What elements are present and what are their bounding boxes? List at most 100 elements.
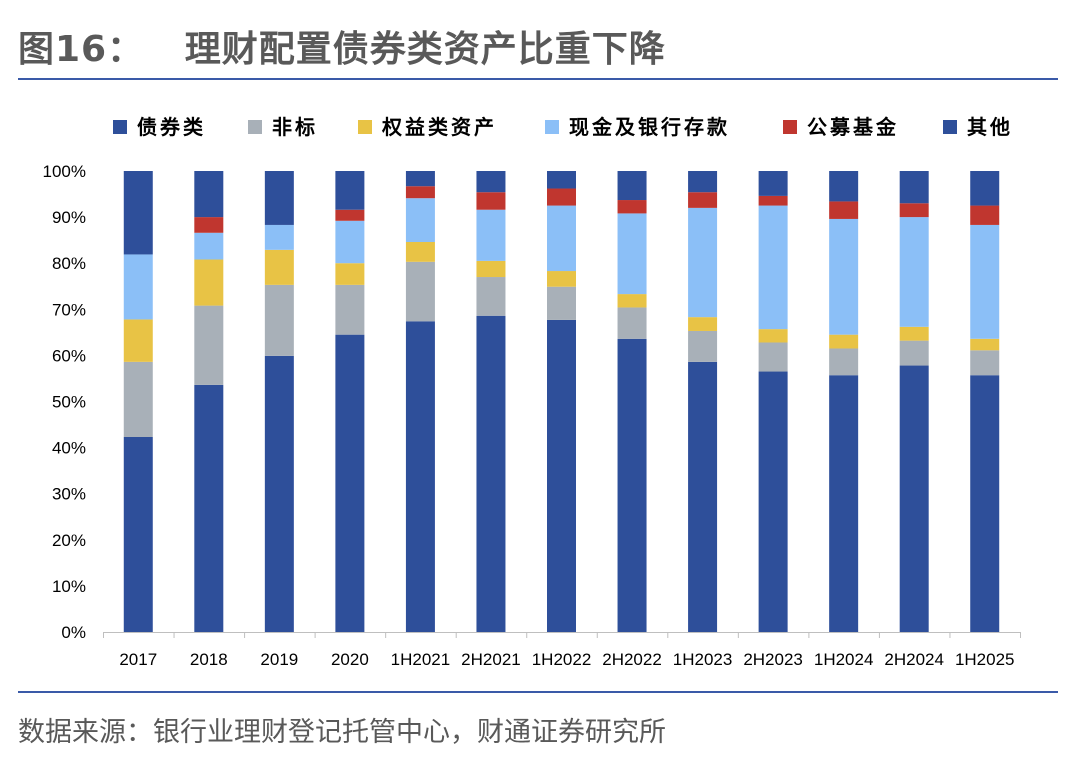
bar-segment-3-1H2021: [405, 198, 435, 242]
bar-segment-2-2018: [194, 259, 224, 306]
bar-segment-5-1H2023: [688, 171, 718, 193]
legend-label: 其他: [967, 115, 1013, 139]
bar-segment-1-2018: [194, 305, 224, 385]
bar-segment-4-1H2025: [970, 205, 1000, 225]
x-tick-label: 2019: [260, 650, 298, 669]
chart-title: 图16： 理财配置债券类资产比重下降: [18, 29, 666, 70]
bar-segment-4-1H2021: [405, 186, 435, 199]
legend-label: 非标: [272, 115, 318, 139]
legend-swatch: [248, 120, 262, 134]
bar-segment-4-1H2024: [829, 201, 859, 219]
legend-swatch: [943, 120, 957, 134]
x-tick-label: 2H2021: [461, 650, 521, 669]
bar-segment-2-1H2023: [688, 317, 718, 331]
legend-label: 权益类资产: [381, 115, 497, 139]
legend-swatch: [358, 120, 372, 134]
x-tick-label: 1H2021: [391, 650, 451, 669]
x-tick-label: 2H2022: [602, 650, 662, 669]
bar-segment-5-1H2024: [829, 171, 859, 202]
bar-segment-0-1H2025: [970, 375, 1000, 632]
bar-segment-5-2H2024: [899, 171, 929, 204]
legend-label: 债券类: [137, 115, 206, 139]
legend: 债券类 非标 权益类资产 现金及银行存款 公募基金 其他: [113, 115, 1013, 139]
bar-segment-4-2H2024: [899, 203, 929, 218]
bars: [123, 171, 1000, 632]
y-tick-label: 50%: [52, 393, 86, 412]
bar-segment-2-2020: [335, 263, 365, 285]
bar-segment-3-1H2022: [547, 205, 576, 272]
bar-segment-1-1H2021: [405, 261, 435, 322]
bar-segment-2-1H2025: [970, 338, 1000, 351]
y-tick-label: 40%: [52, 439, 86, 458]
legend-swatch: [113, 120, 127, 134]
y-tick-label: 80%: [52, 254, 86, 273]
bar-segment-3-1H2023: [688, 207, 718, 318]
bar-segment-2-2017: [123, 319, 153, 362]
bar-segment-0-2019: [264, 355, 294, 632]
bar-segment-4-2H2022: [617, 200, 647, 214]
bar-segment-5-2H2021: [476, 171, 506, 193]
bar-segment-2-2019: [264, 249, 294, 285]
bar-segment-2-1H2022: [547, 271, 576, 287]
bar-segment-2-2H2022: [617, 294, 647, 308]
legend-swatch: [545, 120, 559, 134]
bar-segment-1-2H2021: [476, 277, 506, 316]
axes: 0% 10% 20% 30% 40% 50% 60% 70% 80% 90% 100% 2017 201…: [43, 162, 1021, 669]
source-divider: [18, 691, 1058, 693]
bar-segment-2-1H2021: [405, 241, 435, 262]
bar-segment-0-1H2021: [405, 321, 435, 632]
y-tick-label: 70%: [52, 300, 86, 319]
bar-segment-0-2018: [194, 384, 224, 632]
bar-segment-3-2020: [335, 220, 365, 264]
x-tick-label: 2017: [119, 650, 157, 669]
bar-segment-4-2H2023: [758, 195, 788, 206]
bar-segment-5-1H2021: [405, 171, 435, 187]
bar-segment-4-2H2021: [476, 192, 506, 210]
y-tick-label: 90%: [52, 208, 86, 227]
bar-segment-5-1H2025: [970, 171, 1000, 206]
source-note: 数据来源：银行业理财登记托管中心，财通证券研究所: [18, 717, 666, 748]
bar-segment-2-1H2024: [829, 334, 859, 349]
y-tick-label: 100%: [43, 162, 86, 181]
x-tick-label: 2H2024: [884, 650, 944, 669]
bar-segment-5-2019: [264, 171, 294, 225]
bar-segment-0-1H2022: [547, 319, 576, 632]
bar-segment-1-1H2025: [970, 350, 1000, 376]
bar-segment-3-2H2024: [899, 217, 929, 327]
bar-segment-3-2H2021: [476, 209, 506, 261]
bar-segment-1-1H2023: [688, 330, 718, 362]
bar-segment-5-2017: [123, 171, 153, 255]
bar-segment-5-2H2023: [758, 171, 788, 196]
x-tick-label: 2018: [190, 650, 228, 669]
bar-segment-2-2H2024: [899, 326, 929, 341]
bar-segment-1-2H2024: [899, 340, 929, 366]
bar-segment-3-2H2023: [758, 205, 788, 330]
bar-segment-3-2019: [264, 224, 294, 250]
bar-segment-0-2H2024: [899, 365, 929, 632]
x-tick-label: 1H2022: [532, 650, 592, 669]
x-tick-label: 1H2025: [955, 650, 1015, 669]
legend-swatch: [783, 120, 797, 134]
bar-segment-1-2H2022: [617, 307, 647, 339]
y-tick-label: 30%: [52, 485, 86, 504]
bar-segment-1-2H2023: [758, 342, 788, 372]
bar-segment-1-2019: [264, 284, 294, 356]
bar-segment-4-2020: [335, 209, 365, 221]
bar-segment-0-2H2022: [617, 338, 647, 632]
bar-segment-3-2H2022: [617, 213, 647, 295]
bar-segment-1-1H2022: [547, 286, 576, 320]
bar-segment-5-1H2022: [547, 171, 576, 189]
bar-segment-3-1H2025: [970, 224, 1000, 339]
bar-segment-1-2017: [123, 361, 153, 437]
y-tick-label: 10%: [52, 577, 86, 596]
bar-segment-2-2H2023: [758, 329, 788, 343]
bar-segment-0-1H2024: [829, 375, 859, 632]
bar-segment-1-1H2024: [829, 348, 859, 376]
bar-segment-1-2020: [335, 284, 365, 335]
bar-segment-0-2020: [335, 334, 365, 632]
x-tick-label: 1H2023: [673, 650, 733, 669]
legend-label: 公募基金: [807, 115, 899, 139]
y-tick-label: 60%: [52, 346, 86, 365]
x-tick-label: 2H2023: [743, 650, 803, 669]
